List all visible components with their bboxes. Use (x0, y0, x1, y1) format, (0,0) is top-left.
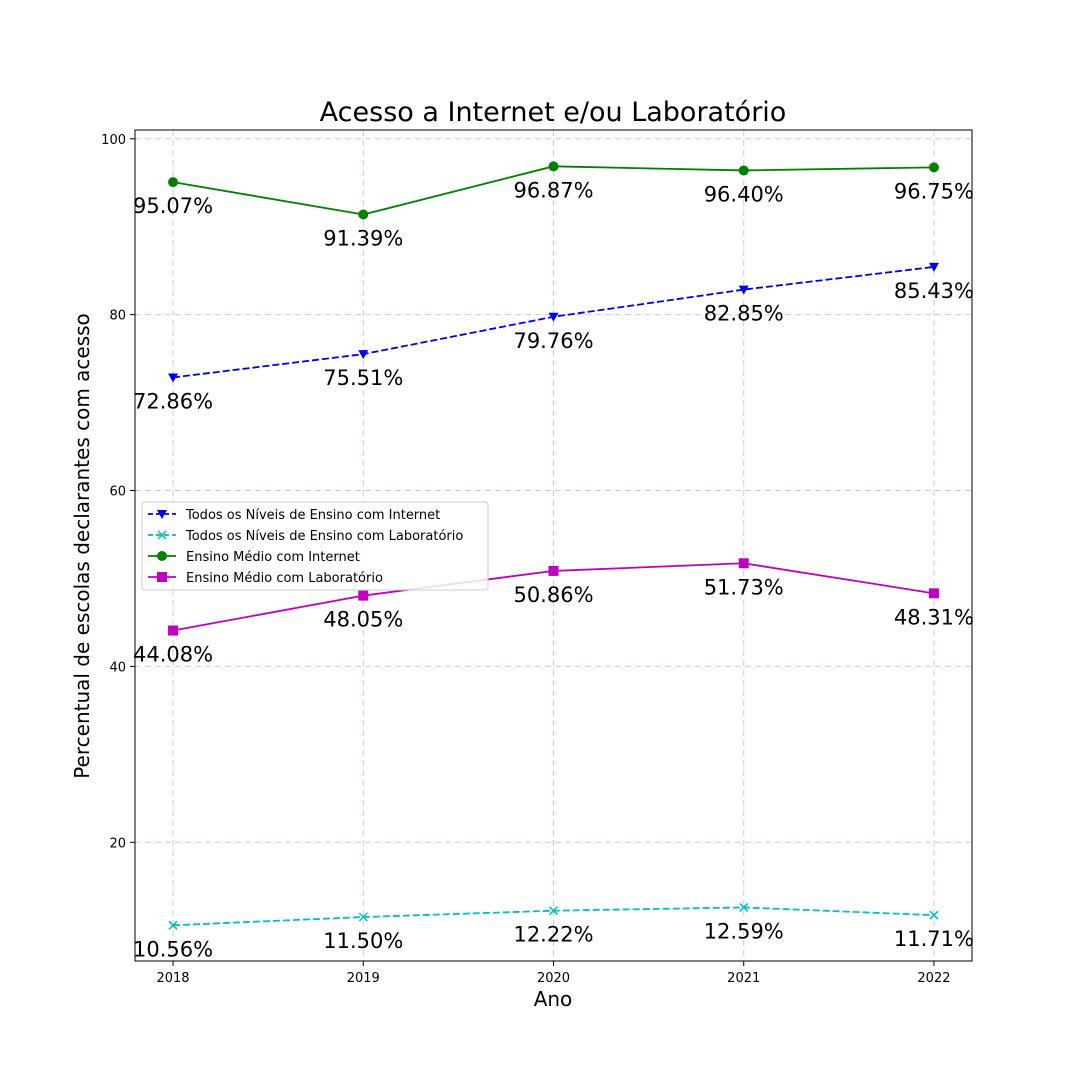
y-tick-label: 60 (109, 485, 126, 500)
data-point (168, 373, 179, 383)
data-label: 95.07% (133, 194, 213, 218)
y-tick-label: 80 (109, 309, 126, 324)
data-point (358, 912, 368, 922)
data-point (168, 920, 178, 930)
data-label: 10.56% (133, 937, 213, 961)
y-tick-label: 20 (109, 836, 126, 851)
data-label: 11.71% (894, 927, 974, 951)
data-label: 11.50% (323, 929, 403, 953)
legend-marker (157, 530, 167, 540)
series-2 (168, 902, 939, 930)
data-point (168, 177, 179, 188)
data-label: 96.40% (704, 182, 784, 206)
data-label: 96.87% (513, 178, 593, 202)
x-tick-label: 2020 (537, 971, 570, 986)
data-point (739, 902, 749, 912)
data-label: 82.85% (704, 302, 784, 326)
data-point (548, 565, 559, 576)
data-point (738, 558, 749, 569)
x-tick-label: 2019 (347, 971, 380, 986)
legend-marker (157, 551, 167, 561)
legend-item: Ensino Médio com Internet (148, 550, 360, 565)
data-point (929, 910, 939, 920)
series-1 (168, 262, 939, 383)
legend-label: Todos os Níveis de Ensino com Laboratóri… (185, 529, 463, 544)
chart-title: Acesso a Internet e/ou Laboratório (320, 97, 787, 128)
legend-marker (157, 510, 167, 519)
series-layer (168, 161, 939, 930)
data-label: 51.73% (704, 575, 784, 599)
axis-ticks: 2018 2019 2020 2021 2022 20 40 60 80 100 (101, 133, 950, 986)
marker-stroke (929, 910, 939, 920)
data-label: 50.86% (513, 583, 593, 607)
data-label: 85.43% (894, 279, 974, 303)
data-point (358, 590, 369, 601)
data-label: 48.05% (323, 608, 403, 632)
marker-stroke (739, 902, 749, 912)
data-label: 75.51% (323, 366, 403, 390)
data-label: 44.08% (133, 643, 213, 667)
data-point (738, 285, 749, 295)
data-point (358, 350, 369, 360)
x-axis-label: Ano (534, 987, 573, 1011)
marker-stroke (548, 906, 559, 916)
legend-item: Ensino Médio com Laboratório (148, 571, 383, 586)
legend: Todos os Níveis de Ensino com Internet To… (141, 501, 489, 591)
legend-box (141, 501, 489, 591)
legend-label: Todos os Níveis de Ensino com Internet (185, 508, 440, 523)
data-point (928, 262, 939, 272)
legend-item: Todos os Níveis de Ensino com Laboratóri… (148, 529, 463, 544)
y-axis-label: Percentual de escolas declarantes com ac… (70, 313, 94, 779)
data-label: 72.86% (133, 389, 213, 413)
data-point (168, 625, 179, 636)
data-point (928, 588, 939, 599)
marker-stroke (358, 912, 368, 922)
legend-item: Todos os Níveis de Ensino com Internet (148, 508, 440, 523)
data-point (548, 312, 559, 322)
y-tick-label: 100 (101, 133, 126, 148)
data-point (738, 165, 749, 176)
data-label: 96.75% (894, 179, 974, 203)
data-labels: 72.86% 75.51% 79.76% 82.85% 85.43% 10.56% 11.5… (133, 178, 974, 961)
series-3 (168, 161, 939, 220)
data-label: 79.76% (513, 329, 593, 353)
marker-stroke (157, 530, 167, 540)
legend-marker (157, 572, 167, 582)
x-tick-label: 2021 (727, 971, 760, 986)
x-tick-label: 2018 (156, 971, 189, 986)
data-label: 48.31% (894, 605, 974, 629)
data-point (358, 209, 369, 220)
y-tick-label: 40 (109, 660, 126, 675)
data-point (548, 906, 559, 916)
series-4 (168, 558, 939, 636)
legend-label: Ensino Médio com Internet (186, 550, 360, 565)
data-label: 12.59% (704, 919, 784, 943)
data-point (928, 162, 939, 173)
marker-stroke (168, 920, 178, 930)
legend-label: Ensino Médio com Laboratório (186, 571, 383, 586)
x-tick-label: 2022 (917, 971, 950, 986)
data-label: 12.22% (513, 923, 593, 947)
data-point (548, 161, 559, 172)
data-label: 91.39% (323, 227, 403, 251)
